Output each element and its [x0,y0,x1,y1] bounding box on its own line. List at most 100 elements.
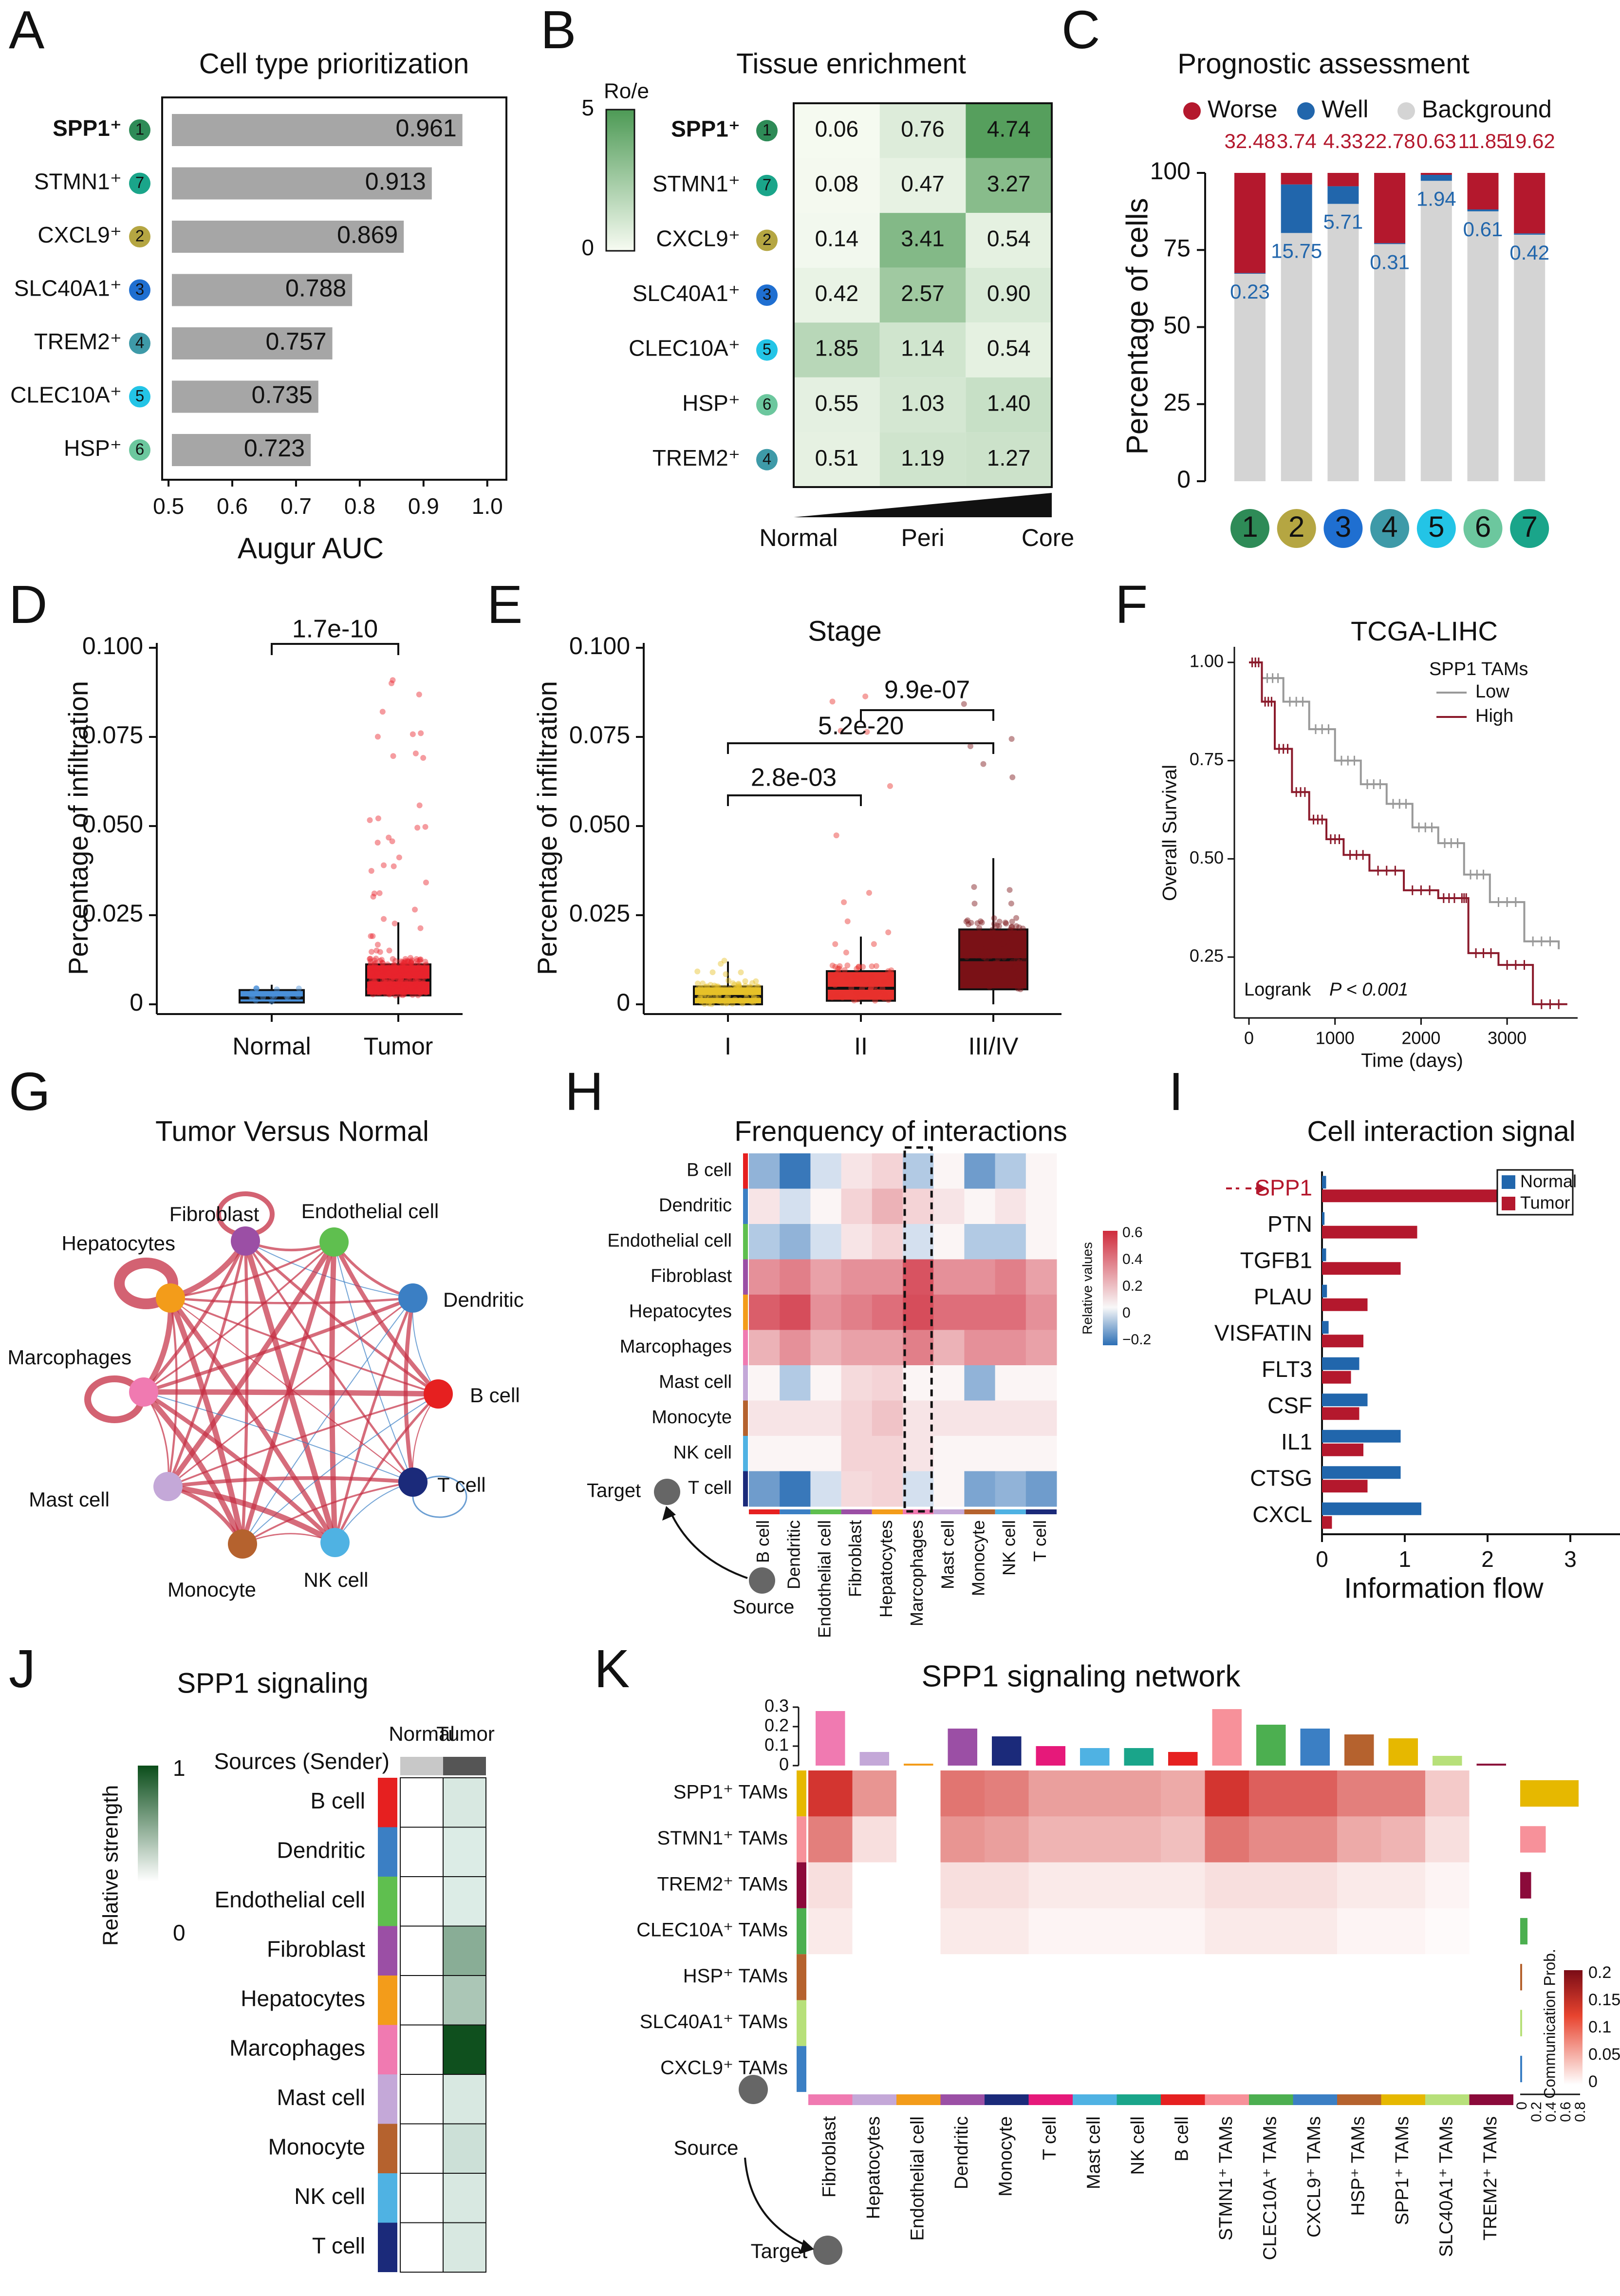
panelE-ytick-label-1: 0.025 [569,900,630,927]
panelE-point-0-18 [708,990,715,997]
panelE-point-2-53 [964,954,970,960]
panelA-tick-label-5: 1.0 [472,493,503,519]
panelG-node-0 [231,1226,260,1256]
panelH-cell-4-7 [964,1295,996,1330]
panelF-xtick-label-1: 1000 [1316,1028,1355,1048]
panelI-bar-normal-6 [1322,1393,1368,1407]
panelA-bar-5 [172,380,318,413]
panelK-cell-3-10 [1249,1908,1293,1955]
panelB-cell-label-6-1: 1.19 [901,445,945,470]
panelJ-row-color-8 [378,2173,397,2223]
panelD-point-1-9 [387,980,393,986]
panelI-signal-label-3: PLAU [1254,1284,1312,1309]
panelB-row-label-0: SPP1⁺ [671,116,740,141]
panelH-cell-5-8 [995,1330,1026,1366]
panelE-point-0-27 [694,986,701,992]
panelE-point-1-14 [868,985,874,991]
panelE-point-2-67 [1002,920,1008,926]
panelJ-legend-label: Relative strength [99,1785,123,1946]
panelD-point-1-101 [385,988,391,994]
panelE-point-0-66 [725,993,731,999]
panelD-point-1-217 [414,960,421,967]
panelE-point-1-1 [838,728,844,734]
panelA-value-label-6: 0.723 [244,434,305,462]
panelA-value-label-1: 0.913 [365,168,426,195]
panelB-row-label-4: CLEC10A⁺ [629,336,740,361]
panelK-cell-0-11 [1293,1770,1338,1817]
panelE-point-1-69 [852,980,858,987]
panelB-cell-label-4-1: 1.14 [901,336,945,361]
panelK-top-bar-0 [816,1711,845,1766]
panelF-curve-high [1249,661,1567,1005]
panelE-point-2-34 [974,920,981,926]
panelA-value-label-0: 0.961 [396,114,457,142]
panelD-point-1-196 [391,968,397,975]
panelH-row-label-9: T cell [688,1478,732,1498]
panelE-point-1-17 [863,991,870,997]
panelK-col-label-2: Endothelial cell [907,2116,928,2241]
panelD-point-1-66 [389,680,395,686]
panelC-bar-worse-1 [1281,173,1312,185]
panelE-point-0-52 [746,984,753,990]
panelE-point-2-49 [1009,919,1015,925]
panelE-point-2-58 [965,921,971,927]
panelB-cluster-badge-2-number: 2 [763,230,771,248]
panelH-row-label-7: Monocyte [652,1407,732,1428]
panelD-point-1-185 [402,985,409,991]
panelD-point-1-206 [403,981,410,988]
panelD-point-1-212 [420,963,426,970]
panelC-title: Prognostic assessment [1177,48,1470,79]
panelK-cell-5-10 [1249,2000,1293,2047]
panelA-xlabel: Augur AUC [238,532,384,565]
panelJ-title: SPP1 signaling [177,1667,368,1699]
panelH-cell-0-6 [933,1153,965,1189]
panelD-point-1-222 [398,969,404,976]
panelD-point-1-73 [407,987,413,994]
panelB-cluster-badge-3-number: 3 [763,285,771,303]
panelH-cell-5-0 [749,1330,780,1366]
panelD-point-1-12 [400,979,407,985]
panelD-point-1-97 [370,969,376,976]
panelK-cell-6-12 [1337,2046,1381,2092]
panelD-point-1-1 [404,967,410,973]
panelD-point-1-67 [390,753,396,759]
panelH-cell-8-7 [964,1436,996,1471]
panel-letter-J: J [9,1639,36,1699]
panelK-top-bar-8 [1168,1752,1198,1766]
panelK-right-bar-6 [1520,2055,1522,2083]
panelE-point-2-83 [971,981,978,988]
panelB-cell-label-6-0: 0.51 [815,445,859,470]
panelK-cell-0-1 [852,1770,897,1817]
panelD-point-1-111 [391,969,397,976]
panelD-point-1-118 [368,980,374,987]
panelD-point-0-17 [253,997,259,1004]
panelJ-cell-normal-8 [400,2173,444,2223]
panelK-cell-0-0 [808,1770,853,1817]
panelK-cell-1-2 [896,1816,941,1863]
panelH-row-label-5: Marcophages [620,1336,732,1357]
panelC-bar-worse-6 [1514,173,1546,234]
panelD-point-0-16 [283,993,290,999]
panelD-point-1-257 [367,956,373,962]
panelG-edge-6-8 [141,1390,245,1545]
panelC-ytick-label-4: 100 [1150,157,1191,185]
panelE-point-2-95 [975,948,982,954]
panelE-point-0-46 [732,986,739,992]
panelG-edge-3-5 [334,1393,439,1543]
panelJ-row-color-9 [378,2222,397,2272]
panelK-col-label-9: STMN1⁺ TAMs [1216,2116,1236,2240]
panelD-point-1-37 [406,959,412,965]
panelD-point-1-135 [367,817,373,823]
panelE-point-0-59 [708,990,714,996]
panelE-point-1-4 [834,993,840,999]
panelE-ylabel: Percentage of infiltration [532,681,562,975]
panelK-cell-5-15 [1469,2000,1514,2047]
panelD-ytick-label-1: 0.025 [82,900,143,927]
panelE-point-0-38 [706,1000,712,1007]
panelD-point-1-207 [409,963,415,970]
panelD-point-1-3 [415,976,421,982]
panelK-right-bar-3 [1520,1918,1527,1945]
panelJ-row-label-1: Dendritic [277,1837,365,1863]
panelE-point-0-70 [696,988,703,995]
panelE-point-2-66 [971,901,978,907]
